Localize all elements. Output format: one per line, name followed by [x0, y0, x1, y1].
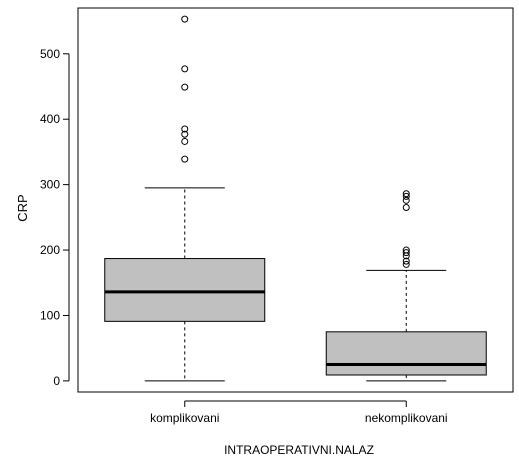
y-tick-label: 100: [40, 308, 60, 322]
plot-frame: [77, 7, 514, 393]
outlier-point: [402, 246, 410, 254]
outlier-point: [402, 249, 410, 257]
outlier-point: [181, 137, 189, 145]
x-axis-label: INTRAOPERATIVNI.NALAZ: [224, 443, 374, 457]
x-tick-label: nekomplikovani: [365, 411, 448, 425]
boxes-layer: [104, 15, 487, 382]
x-tick-label: komplikovani: [150, 411, 219, 425]
outlier-point: [181, 65, 189, 73]
y-tick-label: 500: [40, 47, 60, 61]
y-tick-label: 400: [40, 112, 60, 126]
interquartile-box: [104, 258, 266, 322]
outlier-point: [181, 83, 189, 91]
outlier-point: [402, 257, 410, 265]
plot-layer: [77, 7, 514, 393]
y-tick-label: 0: [53, 374, 60, 388]
outlier-point: [181, 15, 189, 23]
y-tick-label: 200: [40, 243, 60, 257]
y-tick-label: 300: [40, 178, 60, 192]
outlier-point: [181, 125, 189, 133]
outlier-point: [402, 192, 410, 200]
box-nekomplikovani: [325, 190, 487, 382]
box-komplikovani: [104, 15, 266, 382]
interquartile-box: [325, 331, 487, 376]
outlier-point: [402, 204, 410, 212]
outlier-point: [181, 155, 189, 163]
outlier-point: [402, 260, 410, 268]
outlier-point: [402, 190, 410, 198]
outlier-point: [181, 130, 189, 138]
y-axis-label: CRP: [15, 194, 30, 221]
outlier-point: [402, 196, 410, 204]
axes-layer: 0 100 200 300 400 500 komplikovani nekomplikova…: [40, 47, 448, 425]
